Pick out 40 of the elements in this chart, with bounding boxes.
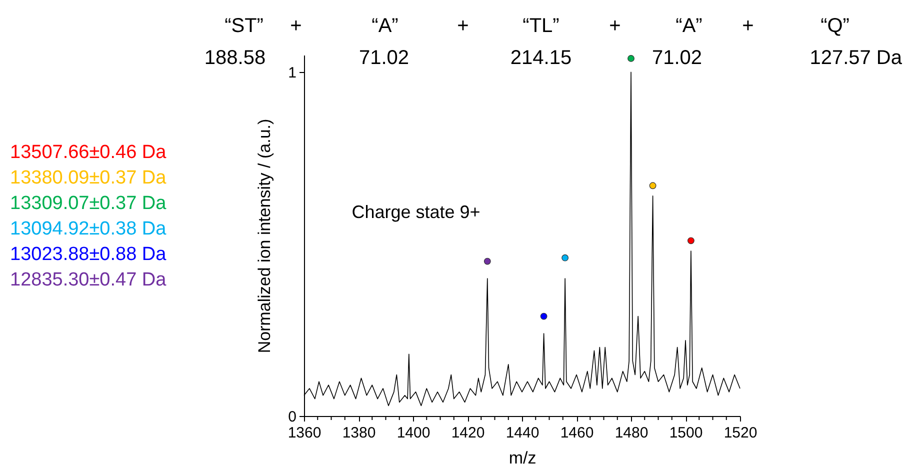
x-tick-label: 1440 xyxy=(506,424,540,442)
x-tick-label: 1360 xyxy=(288,424,322,442)
point xyxy=(687,237,694,244)
annotation: 71.02 xyxy=(358,47,410,69)
text: 13507.66±0.46 Da xyxy=(10,142,167,163)
x-tick-label: 1460 xyxy=(560,424,594,442)
point xyxy=(484,258,491,265)
text: “A” xyxy=(676,15,702,37)
text: 13094.92±0.38 Da xyxy=(10,218,167,240)
text: 13380.09±0.37 Da xyxy=(10,168,167,188)
text: + xyxy=(290,15,302,37)
text: 127.57 Da xyxy=(810,47,903,69)
y-tick-label: 1 xyxy=(288,64,296,82)
annotation: Charge state 9+ xyxy=(352,202,480,222)
text: 13309.07±0.37 Da xyxy=(10,193,167,214)
point xyxy=(649,182,656,190)
annotation: 71.02 xyxy=(652,47,702,69)
x-tick-label: 1400 xyxy=(396,424,430,442)
text: + xyxy=(742,15,754,37)
text: 13023.88±0.88 Da xyxy=(10,244,167,265)
x-axis-title: m/z xyxy=(508,448,536,468)
text: “A” xyxy=(372,15,398,37)
text: 188.58 xyxy=(204,47,266,69)
annotation: 214.15 xyxy=(510,47,572,69)
x-tick-label: 1480 xyxy=(614,424,648,442)
text: “ST” xyxy=(224,15,264,37)
point xyxy=(628,54,634,62)
point xyxy=(562,254,569,262)
x-tick-label: 1500 xyxy=(669,424,703,442)
point xyxy=(540,312,548,320)
y-axis-title: Normalized ion intensity / (a.u.) xyxy=(255,118,274,354)
x-tick-label: 1380 xyxy=(342,424,376,442)
text: 12835.30±0.47 Da xyxy=(10,270,167,290)
text: + xyxy=(457,15,469,37)
text: “Q” xyxy=(820,15,850,37)
x-tick-label: 1520 xyxy=(724,424,758,442)
x-tick-label: 1420 xyxy=(451,424,485,442)
y-tick-label: 0 xyxy=(288,408,296,426)
text: “TL” xyxy=(522,15,560,37)
text: + xyxy=(609,15,621,37)
